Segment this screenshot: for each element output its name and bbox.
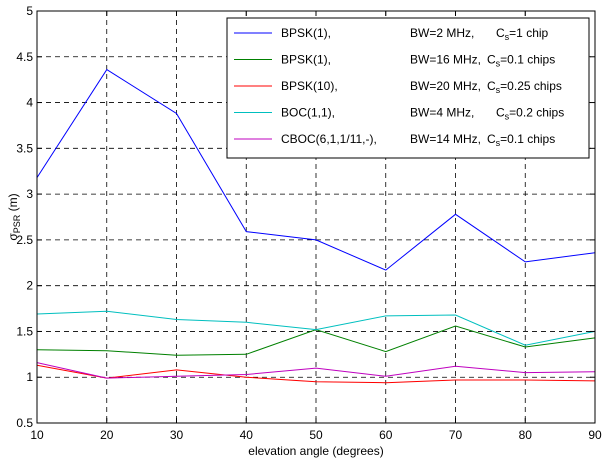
x-tick-label: 50	[309, 428, 323, 442]
y-axis-label: σPSR (m)	[6, 193, 22, 240]
legend-signal-1: BPSK(1),	[281, 53, 331, 67]
x-tick-label: 80	[519, 428, 533, 442]
series-line-4	[36, 362, 596, 379]
legend-signal-0: BPSK(1),	[281, 26, 331, 40]
legend-box	[226, 17, 590, 159]
x-tick-label: 70	[449, 428, 463, 442]
legend-bandwidth-1: BW=16 MHz,	[410, 53, 481, 67]
x-tick-label: 90	[588, 428, 602, 442]
x-tick-label: 40	[240, 428, 254, 442]
y-tick-label: 5	[26, 4, 33, 18]
series-line-0	[36, 68, 596, 271]
y-tick-label: 0.5	[16, 416, 33, 430]
legend-signal-2: BPSK(10),	[281, 79, 338, 93]
x-tick-label: 30	[170, 428, 184, 442]
y-tick-label: 3	[26, 187, 33, 201]
tick-labels: 10 20 30 40 50 60 70 80 90 0.5 1 1.5 2 2.5 3 3.5 4 4.5 5	[16, 4, 602, 442]
legend-chip-1: Cs=0.1 chips	[487, 53, 555, 69]
legend: BPSK(1), BW=2 MHz, Cs=1 chip BPSK(1), BW=16 …	[226, 17, 590, 159]
x-tick-label: 60	[379, 428, 393, 442]
series-lines	[36, 68, 596, 384]
y-tick-label: 2.5	[16, 233, 33, 247]
series-line-2	[36, 364, 596, 384]
series-line-3	[36, 310, 596, 346]
x-tick-label: 10	[30, 428, 44, 442]
legend-signal-3: BOC(1,1),	[281, 106, 335, 120]
legend-chip-2: Cs=0.25 chips	[487, 79, 562, 95]
y-tick-label: 1	[26, 370, 33, 384]
legend-chip-4: Cs=0.1 chips	[487, 132, 555, 148]
legend-signal-4: CBOC(6,1,1/11,-),	[281, 132, 377, 146]
y-tick-label: 1.5	[16, 324, 33, 338]
y-tick-label: 3.5	[16, 141, 33, 155]
legend-bandwidth-4: BW=14 MHz,	[410, 132, 481, 146]
y-tick-label: 4	[26, 96, 33, 110]
legend-bandwidth-0: BW=2 MHz,	[410, 26, 474, 40]
y-tick-label: 2	[26, 279, 33, 293]
legend-chip-3: Cs=0.2 chips	[496, 106, 564, 122]
legend-chip-0: Cs=1 chip	[496, 26, 549, 42]
x-axis-label: elevation angle (degrees)	[248, 444, 383, 458]
x-tick-label: 20	[100, 428, 114, 442]
legend-bandwidth-2: BW=20 MHz,	[410, 79, 481, 93]
legend-bandwidth-3: BW=4 MHz,	[410, 106, 474, 120]
axis-ticks	[36, 10, 596, 424]
y-tick-label: 4.5	[16, 50, 33, 64]
